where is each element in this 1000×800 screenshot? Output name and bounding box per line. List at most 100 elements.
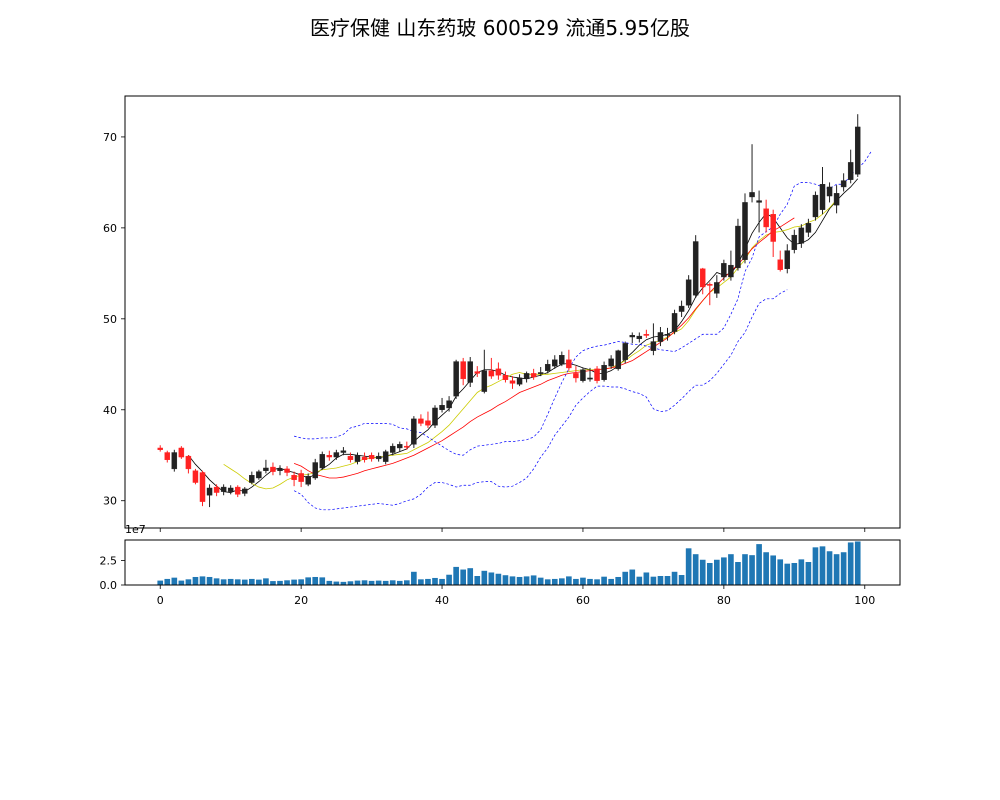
candle-body <box>164 452 171 460</box>
candle-body <box>432 407 438 426</box>
candle-body <box>629 334 636 338</box>
candle-body <box>573 373 579 379</box>
volume-bar <box>340 581 347 585</box>
volume-bar <box>798 559 805 585</box>
candle-body <box>291 475 297 480</box>
volume-bar <box>714 559 720 585</box>
candle-body <box>234 486 241 495</box>
volume-bar <box>474 576 481 585</box>
candle-body <box>368 455 375 460</box>
volume-bar <box>404 580 410 585</box>
candle-body <box>185 455 192 470</box>
candle-body <box>340 450 347 453</box>
candle-body <box>756 200 762 203</box>
candle-body <box>495 368 502 376</box>
volume-bar <box>601 576 607 585</box>
candle-body <box>608 358 614 367</box>
candle-body <box>826 186 833 197</box>
volume-scale-label: 1e7 <box>125 523 146 536</box>
candle-body <box>242 488 248 494</box>
volume-bar <box>559 578 565 585</box>
candle-body <box>735 225 741 269</box>
volume-bar <box>523 576 530 585</box>
candle-body <box>544 364 551 371</box>
candle-body <box>552 359 558 367</box>
volume-bar <box>418 579 424 585</box>
volume-bar <box>551 578 558 585</box>
volume-bar <box>206 576 213 585</box>
volume-y-tick-label: 0.0 <box>100 579 118 592</box>
volume-bar <box>164 578 171 585</box>
candle-body <box>742 202 748 260</box>
candle-body <box>798 227 805 244</box>
candle-body <box>537 372 544 374</box>
volume-bar <box>192 576 199 585</box>
candle-body <box>707 284 713 286</box>
y-tick-label: 50 <box>103 313 117 326</box>
y-tick-label: 60 <box>103 222 117 235</box>
volume-bar <box>728 554 734 585</box>
volume-bar <box>347 581 354 585</box>
candle-body <box>157 447 163 450</box>
x-tick-label: 60 <box>576 594 590 607</box>
volume-bar <box>735 562 741 585</box>
volume-bar <box>270 581 276 585</box>
candle-body <box>559 355 565 365</box>
volume-bar <box>495 573 502 585</box>
candle-body <box>460 361 466 380</box>
candle-body <box>763 208 769 228</box>
candle-body <box>481 370 488 392</box>
candle-body <box>812 194 819 218</box>
volume-bar <box>382 580 389 585</box>
volume-bar <box>227 578 234 585</box>
candle-body <box>474 371 481 374</box>
volume-bar <box>664 576 671 585</box>
candle-body <box>840 180 847 188</box>
volume-bar <box>791 562 798 585</box>
volume-bar <box>608 578 614 585</box>
volume-bar <box>375 580 382 585</box>
candle-body <box>263 467 269 471</box>
candle-body <box>770 214 776 242</box>
volume-bar <box>249 578 255 585</box>
candle-body <box>284 468 290 473</box>
candle-body <box>664 334 671 336</box>
volume-bar <box>460 569 466 585</box>
volume-bar <box>213 578 220 585</box>
candle-body <box>361 456 368 460</box>
candle-body <box>382 451 389 462</box>
candle-body <box>488 370 495 377</box>
volume-bar <box>643 572 650 585</box>
candle-body <box>594 368 600 381</box>
indicator-line-1 <box>223 199 837 490</box>
candle-body <box>425 420 431 426</box>
volume-bar <box>692 554 699 585</box>
volume-bar <box>587 578 593 585</box>
volume-plot-frame <box>124 539 901 586</box>
candle-body <box>298 473 304 482</box>
candle-body <box>671 313 678 332</box>
volume-bar <box>749 555 755 585</box>
x-tick-label: 80 <box>717 594 731 607</box>
volume-bar <box>763 552 769 585</box>
volume-bar <box>319 577 326 585</box>
volume-bar <box>446 574 452 585</box>
candle-body <box>636 335 643 340</box>
candle-body <box>178 447 185 458</box>
candle-body <box>678 305 685 312</box>
volume-bar <box>312 576 319 585</box>
candle-body <box>319 454 326 469</box>
candle-body <box>622 343 628 360</box>
volume-bar <box>256 579 262 585</box>
candle-body <box>650 341 657 351</box>
volume-bar <box>622 571 629 585</box>
volume-bar <box>580 577 586 585</box>
volume-bar <box>425 578 431 585</box>
volume-bar <box>650 576 657 585</box>
volume-bar <box>826 551 833 585</box>
volume-bar <box>291 579 297 585</box>
volume-bar <box>671 571 678 585</box>
volume-bar <box>566 576 572 585</box>
volume-bar <box>854 541 861 585</box>
candle-body <box>375 455 382 460</box>
